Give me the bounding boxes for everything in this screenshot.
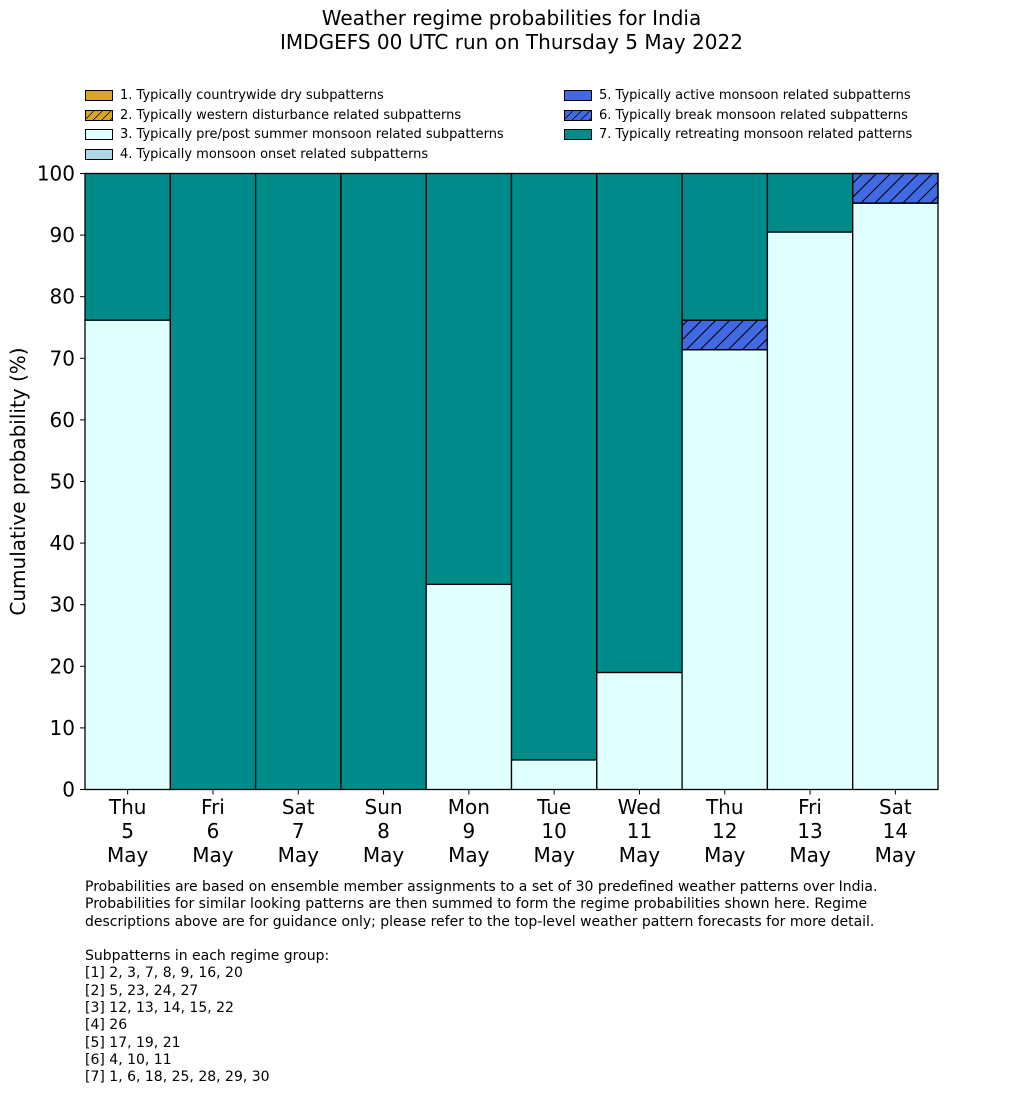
bar-Mon-9-May-regime-3 [425, 583, 513, 791]
title-line-2: IMDGEFS 00 UTC run on Thursday 5 May 202… [280, 30, 743, 54]
note-line: [1] 2, 3, 7, 8, 9, 16, 20 [85, 965, 243, 982]
x-tick-label: May [278, 843, 320, 867]
legend-label: 1. Typically countrywide dry subpatterns [120, 88, 384, 103]
title-line-1: Weather regime probabilities for India [321, 6, 702, 30]
note-line: Subpatterns in each regime group: [85, 948, 330, 965]
y-tick-label: 70 [50, 346, 75, 370]
bar-hatch-overlay [852, 172, 939, 204]
legend-label: 6. Typically break monsoon related subpa… [599, 107, 908, 123]
bar-Sat-7-May-regime-7 [254, 172, 342, 791]
x-tick-label: May [448, 843, 490, 867]
x-tick-label: 13 [797, 819, 822, 843]
note-line: [7] 1, 6, 18, 25, 28, 29, 30 [85, 1069, 270, 1086]
bar-Fri-6-May-regime-7 [169, 172, 257, 791]
x-tick-label: May [107, 843, 149, 867]
legend-label: 2. Typically western disturbance related… [120, 107, 462, 123]
y-tick-label: 30 [50, 593, 75, 617]
legend-swatch [85, 109, 113, 121]
y-tick-label: 80 [50, 285, 75, 309]
y-axis-label: Cumulative probability (%) [6, 347, 30, 615]
x-tick-label: Sat [879, 795, 912, 819]
y-tick-label: 20 [50, 654, 75, 678]
x-tick-label: May [704, 843, 746, 867]
bar-Thu-5-May-regime-7 [84, 172, 171, 321]
bar-hatch-overlay [681, 319, 769, 351]
x-tick-label: 11 [627, 819, 652, 843]
note-line: Probabilities for similar looking patter… [85, 896, 868, 913]
bar-Thu-5-May-regime-3 [84, 319, 171, 791]
legend-swatch [564, 109, 592, 121]
x-tick-label: May [363, 843, 405, 867]
legend-item-1: 1. Typically countrywide dry subpatterns [85, 86, 384, 105]
legend-item-6: 6. Typically break monsoon related subpa… [564, 106, 908, 125]
bar-Sat-14-May-regime-3 [852, 202, 939, 791]
y-tick-label: 90 [50, 223, 75, 247]
bar-Thu-12-May-regime-3 [681, 349, 769, 791]
x-tick-label: May [789, 843, 831, 867]
legend-label: 5. Typically active monsoon related subp… [599, 88, 911, 103]
note-line: [3] 12, 13, 14, 15, 22 [85, 1000, 234, 1017]
legend-label: 7. Typically retreating monsoon related … [599, 127, 913, 142]
bar-Mon-9-May-regime-7 [425, 172, 513, 586]
legend-item-4: 4. Typically monsoon onset related subpa… [85, 145, 428, 164]
x-tick-label: May [192, 843, 234, 867]
x-tick-label: Fri [201, 795, 225, 819]
y-tick-label: 50 [50, 470, 75, 494]
x-tick-label: 14 [883, 819, 908, 843]
x-tick-label: 8 [377, 819, 390, 843]
legend-label: 4. Typically monsoon onset related subpa… [120, 146, 429, 162]
y-tick-label: 40 [50, 531, 75, 555]
legend-item-5: 5. Typically active monsoon related subp… [564, 86, 911, 105]
bar-Sun-8-May-regime-7 [340, 172, 427, 791]
x-tick-label: May [875, 843, 917, 867]
legend-item-7: 7. Typically retreating monsoon related … [564, 125, 912, 144]
bar-Fri-13-May-regime-3 [766, 231, 854, 791]
legend-swatch [85, 129, 113, 140]
bar-Wed-11-May-regime-3 [596, 671, 683, 791]
y-tick-label: 0 [62, 778, 75, 802]
x-tick-label: 6 [207, 819, 220, 843]
bar-Tue-10-May-regime-7 [510, 172, 598, 761]
explanatory-notes: Probabilities are based on ensemble memb… [85, 879, 985, 1087]
x-tick-label: 12 [712, 819, 737, 843]
note-line: descriptions above are for guidance only… [85, 913, 875, 930]
x-tick-label: Fri [798, 795, 822, 819]
x-tick-label: Mon [448, 795, 490, 819]
y-tick-label: 60 [50, 408, 75, 432]
legend-swatch [564, 129, 592, 140]
note-line: [2] 5, 23, 24, 27 [85, 982, 199, 999]
note-line: Probabilities are based on ensemble memb… [85, 879, 878, 895]
chart-title: Weather regime probabilities for India I… [0, 6, 1023, 54]
x-tick-label: Sun [365, 795, 403, 819]
x-tick-label: Tue [536, 795, 571, 819]
legend: 1. Typically countrywide dry subpatterns… [85, 86, 965, 166]
x-tick-label: 5 [121, 819, 134, 843]
legend-swatch [85, 90, 113, 101]
x-tick-label: Thu [108, 795, 147, 819]
x-tick-label: Wed [618, 795, 662, 819]
bar-Wed-11-May-regime-7 [596, 172, 683, 674]
bar-Thu-12-May-regime-7 [681, 172, 769, 321]
legend-swatch [85, 148, 113, 160]
note-line: [4] 26 [85, 1017, 128, 1034]
x-tick-label: Thu [705, 795, 744, 819]
y-tick-label: 10 [50, 716, 75, 740]
x-tick-label: Sat [282, 795, 315, 819]
legend-swatch [564, 90, 592, 101]
legend-label: 3. Typically pre/post summer monsoon rel… [120, 127, 504, 142]
note-line: [5] 17, 19, 21 [85, 1034, 181, 1051]
x-tick-label: May [619, 843, 661, 867]
x-tick-label: May [533, 843, 575, 867]
x-tick-label: 10 [541, 819, 566, 843]
y-tick-label: 100 [37, 162, 75, 186]
stacked-bar-chart: 0102030405060708090100Thu5MayFri6MaySat7… [6, 162, 939, 867]
x-tick-label: 7 [292, 819, 305, 843]
legend-item-2: 2. Typically western disturbance related… [85, 106, 461, 125]
x-tick-label: 9 [462, 819, 475, 843]
bar-Tue-10-May-regime-3 [510, 759, 598, 791]
bar-Fri-13-May-regime-7 [766, 172, 854, 233]
note-line: [6] 4, 10, 11 [85, 1051, 172, 1068]
note-line [85, 931, 985, 948]
legend-item-3: 3. Typically pre/post summer monsoon rel… [85, 125, 504, 144]
